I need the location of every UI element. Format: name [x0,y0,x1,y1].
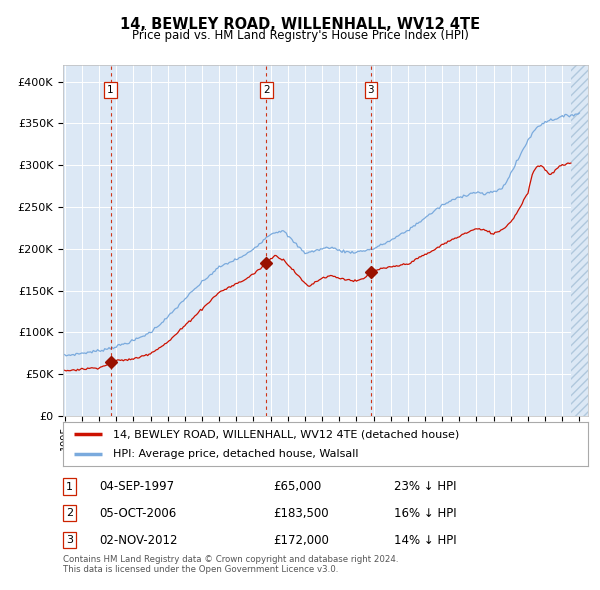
Text: 3: 3 [67,535,73,545]
Text: 2: 2 [66,509,73,519]
Text: 1: 1 [67,481,73,491]
Text: £183,500: £183,500 [273,507,329,520]
Text: 14, BEWLEY ROAD, WILLENHALL, WV12 4TE (detached house): 14, BEWLEY ROAD, WILLENHALL, WV12 4TE (d… [113,430,459,439]
Text: 3: 3 [367,85,374,95]
Text: 14, BEWLEY ROAD, WILLENHALL, WV12 4TE: 14, BEWLEY ROAD, WILLENHALL, WV12 4TE [120,17,480,31]
Text: 05-OCT-2006: 05-OCT-2006 [100,507,177,520]
Bar [571,65,588,416]
Text: Price paid vs. HM Land Registry's House Price Index (HPI): Price paid vs. HM Land Registry's House … [131,30,469,42]
Text: 2: 2 [263,85,270,95]
Text: Contains HM Land Registry data © Crown copyright and database right 2024.
This d: Contains HM Land Registry data © Crown c… [63,555,398,574]
Text: HPI: Average price, detached house, Walsall: HPI: Average price, detached house, Wals… [113,449,358,458]
Text: 04-SEP-1997: 04-SEP-1997 [100,480,175,493]
Text: 1: 1 [107,85,114,95]
Text: £65,000: £65,000 [273,480,321,493]
Text: 14% ↓ HPI: 14% ↓ HPI [394,534,457,547]
Text: 16% ↓ HPI: 16% ↓ HPI [394,507,457,520]
Text: £172,000: £172,000 [273,534,329,547]
Text: 23% ↓ HPI: 23% ↓ HPI [394,480,456,493]
Text: 02-NOV-2012: 02-NOV-2012 [100,534,178,547]
